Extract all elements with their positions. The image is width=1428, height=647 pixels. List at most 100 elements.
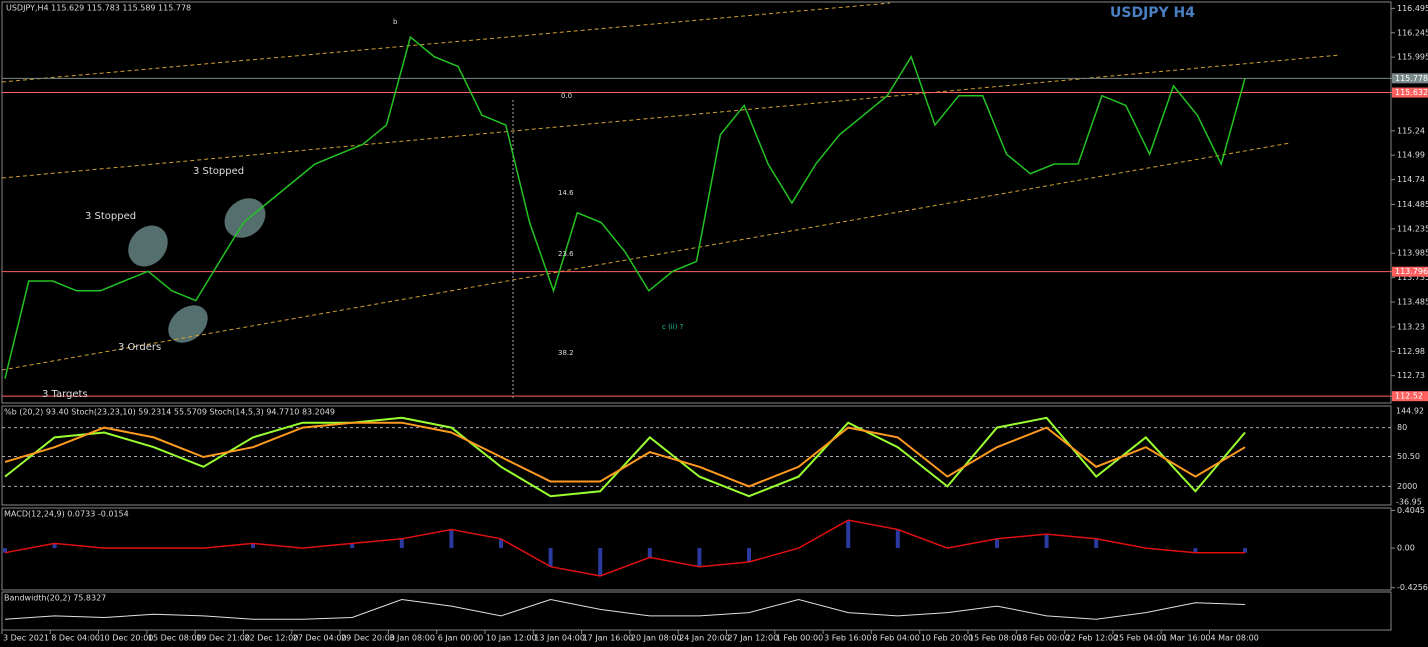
macd-bar xyxy=(251,543,255,549)
level-box xyxy=(1392,87,1428,98)
line xyxy=(4,519,1245,577)
x-tick-label: 22 Dec 12:00 xyxy=(245,634,299,643)
macd-header: MACD(12,24,9) 0.0733 -0.0154 xyxy=(4,510,129,519)
stoch-pane xyxy=(1,405,1392,506)
y-tick-label: 114.485 xyxy=(1397,200,1428,209)
annotation: 23.6 xyxy=(558,250,574,258)
x-tick-label: 22 Feb 12:00 xyxy=(1066,634,1118,643)
annotation: 14.6 xyxy=(558,189,574,197)
x-tick-label: 3 Feb 16:00 xyxy=(824,634,871,643)
stoch-header: %b (20,2) 93.40 Stoch(23,23,10) 59.2314 … xyxy=(4,408,335,417)
macd-bar xyxy=(846,520,851,549)
annotation: 3 Stopped xyxy=(85,211,136,222)
y-tick-label: -0.4256 xyxy=(1397,583,1428,592)
macd-bar xyxy=(647,548,652,558)
zone xyxy=(168,305,208,343)
x-tick-label: 19 Dec 21:00 xyxy=(196,634,250,643)
y-tick-label: 115.24 xyxy=(1397,126,1425,135)
macd-bar xyxy=(747,548,751,563)
title: USDJPY H4 xyxy=(1110,5,1195,21)
annotation: 0.0 xyxy=(561,92,572,100)
x-tick-label: 24 Jan 20:00 xyxy=(679,634,730,643)
level-label: 115.632 xyxy=(1395,88,1428,97)
zone xyxy=(128,225,168,267)
bandwidth-pane xyxy=(1,591,1392,631)
channel xyxy=(1,142,1291,371)
level-label: 115.778 xyxy=(1395,74,1428,83)
x-tick-label: 8 Feb 04:00 xyxy=(872,634,919,643)
macd-bar xyxy=(399,538,404,549)
x-tick-label: 15 Feb 08:00 xyxy=(969,634,1021,643)
channel xyxy=(1,2,891,83)
y-tick-label: 114.99 xyxy=(1397,151,1425,160)
header: USDJPY,H4 115.629 115.783 115.589 115.77… xyxy=(6,4,191,13)
macd-bar xyxy=(3,548,7,553)
y-tick-label: 113.23 xyxy=(1397,322,1425,331)
y-tick-label: 2000 xyxy=(1397,482,1417,491)
x-tick-label: 6 Jan 00:00 xyxy=(438,634,484,643)
x-tick-label: 3 Jan 08:00 xyxy=(389,634,435,643)
macd-bar xyxy=(1193,548,1198,553)
line xyxy=(4,416,1246,498)
macd-bar xyxy=(1044,534,1049,549)
y-tick-label: 113.485 xyxy=(1397,298,1428,307)
y-tick-label: 113.735 xyxy=(1397,273,1428,282)
level-box xyxy=(1392,73,1428,84)
annotation: b xyxy=(393,18,398,26)
line xyxy=(4,421,1246,488)
level-label: 112.52 xyxy=(1395,392,1423,401)
macd-bar xyxy=(697,548,702,567)
y-tick-label: 0.00 xyxy=(1397,544,1415,553)
y-tick-label: 0.4045 xyxy=(1397,506,1425,515)
main-pane xyxy=(1,1,1392,404)
level-box xyxy=(1392,266,1428,277)
x-tick-label: 3 Dec 2021 xyxy=(3,634,49,643)
macd-bar xyxy=(350,543,355,549)
macd-bar xyxy=(52,543,57,549)
macd-bar xyxy=(499,538,503,549)
y-tick-label: 116.495 xyxy=(1397,4,1428,13)
macd-bar xyxy=(1243,548,1247,553)
x-tick-label: 13 Jan 04:00 xyxy=(534,634,585,643)
x-tick-label: 29 Dec 20:00 xyxy=(341,634,395,643)
x-tick-label: 27 Jan 12:00 xyxy=(728,634,779,643)
macd-bar xyxy=(995,538,999,549)
annotation: 3 Stopped xyxy=(193,166,244,177)
level-box xyxy=(1392,391,1428,402)
zone xyxy=(224,198,266,238)
y-tick-label: 113.985 xyxy=(1397,249,1428,258)
stoch-min: -36.95 xyxy=(1396,498,1422,507)
macd-bar xyxy=(598,548,603,576)
line xyxy=(4,598,1246,620)
macd-bar xyxy=(895,529,900,549)
y-tick-label: 115.995 xyxy=(1397,53,1428,62)
macd-bar xyxy=(1094,538,1099,549)
bw-header: Bandwidth(20,2) 75.8327 xyxy=(4,594,106,603)
macd-bar xyxy=(548,548,553,567)
y-tick-label: 114.74 xyxy=(1397,175,1425,184)
level-label: 113.796 xyxy=(1395,267,1428,276)
y-tick-label: 80 xyxy=(1397,423,1407,432)
y-tick-label: 116.245 xyxy=(1397,28,1428,37)
y-tick-label: 114.235 xyxy=(1397,224,1428,233)
macd-pane xyxy=(1,507,1392,591)
x-tick-label: 8 Dec 04:00 xyxy=(51,634,100,643)
annotation: 38.2 xyxy=(558,349,574,357)
x-tick-label: 10 Feb 20:00 xyxy=(921,634,973,643)
annotation: c (ii) ? xyxy=(662,323,684,331)
y-tick-label: 112.98 xyxy=(1397,347,1425,356)
x-tick-label: 1 Mar 16:00 xyxy=(1162,634,1210,643)
y-tick-label: 112.73 xyxy=(1397,371,1425,380)
stoch-max: 144.92 xyxy=(1396,407,1424,416)
x-tick-label: 1 Feb 00:00 xyxy=(776,634,823,643)
x-tick-label: 4 Mar 08:00 xyxy=(1211,634,1259,643)
x-tick-label: 17 Jan 16:00 xyxy=(583,634,634,643)
x-tick-label: 27 Dec 04:00 xyxy=(293,634,347,643)
macd-bar xyxy=(449,529,454,549)
y-tick-label: 50.50 xyxy=(1397,452,1420,461)
x-tick-label: 18 Feb 00:00 xyxy=(1017,634,1069,643)
line xyxy=(4,35,1246,379)
annotation: 3 Orders xyxy=(118,342,161,353)
